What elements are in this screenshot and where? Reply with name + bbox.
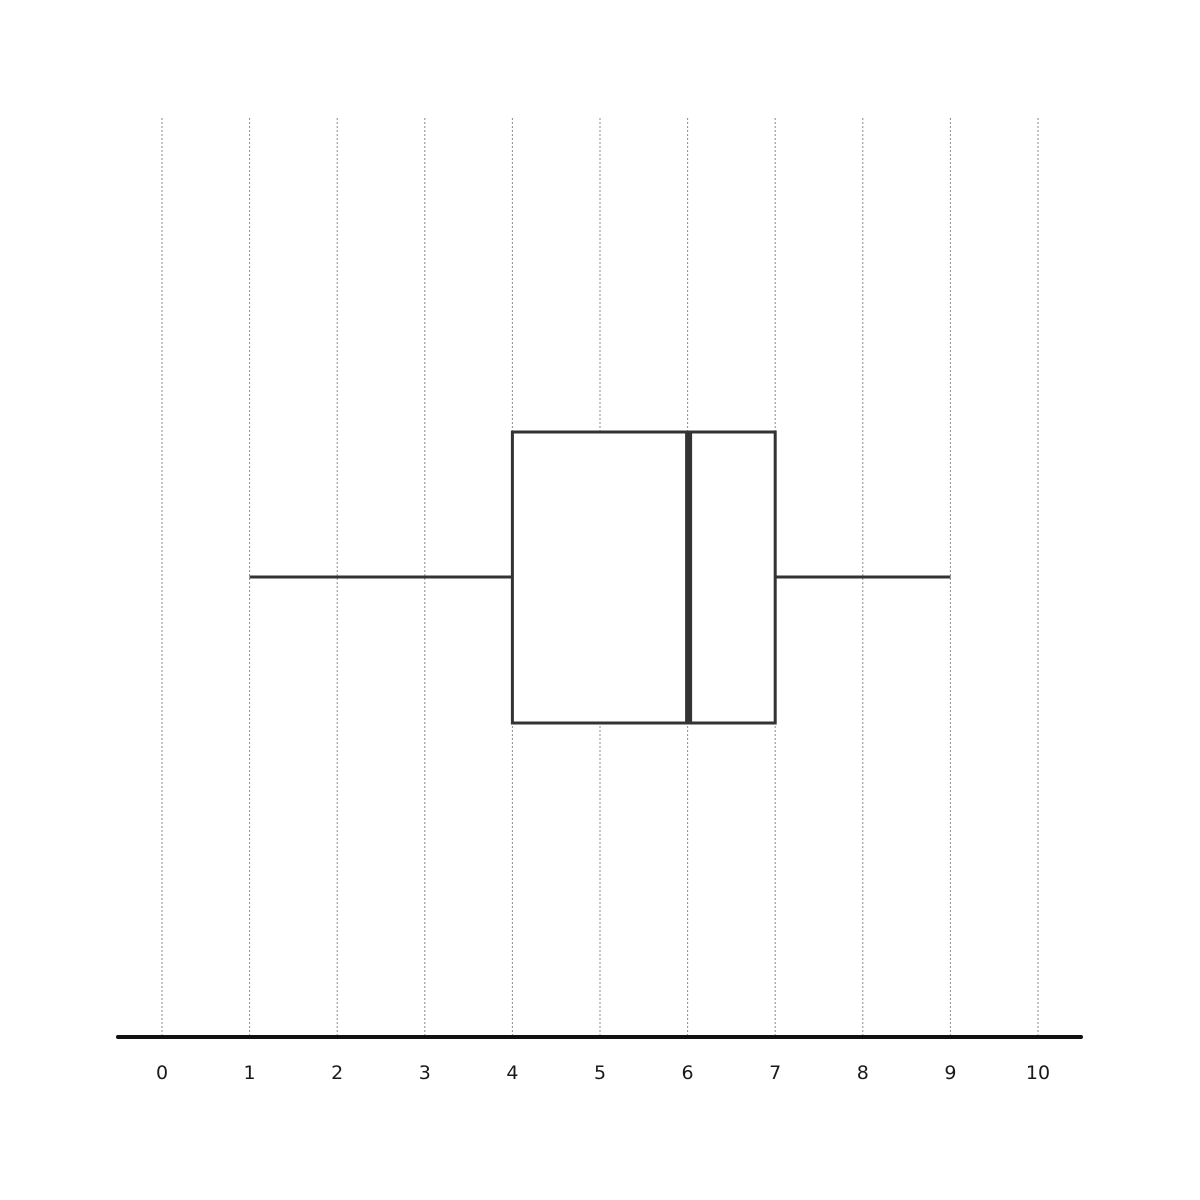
x-tick-label-1: 1: [244, 1062, 256, 1084]
x-tick-label-8: 8: [857, 1062, 869, 1084]
x-tick-label-10: 10: [1026, 1062, 1050, 1084]
x-axis-tick-labels: 0 1 2 3 4 5 6 7 8 9 10: [156, 1062, 1050, 1084]
x-tick-label-3: 3: [419, 1062, 431, 1084]
x-tick-label-6: 6: [682, 1062, 694, 1084]
x-tick-label-4: 4: [506, 1062, 518, 1084]
interquartile-box: [510, 430, 777, 725]
plot-area: [249, 430, 951, 725]
x-tick-label-0: 0: [156, 1062, 168, 1084]
x-tick-label-2: 2: [331, 1062, 343, 1084]
x-tick-label-9: 9: [944, 1062, 956, 1084]
gridlines: [161, 118, 1039, 1037]
x-tick-label-5: 5: [594, 1062, 606, 1084]
x-tick-label-7: 7: [769, 1062, 781, 1084]
